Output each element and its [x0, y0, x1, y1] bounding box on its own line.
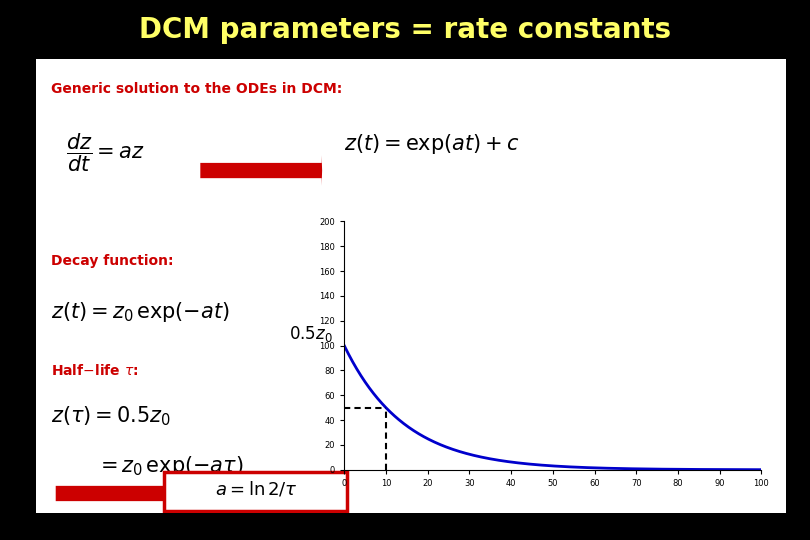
- FancyBboxPatch shape: [164, 472, 347, 511]
- Text: $\tau$: $\tau$: [379, 510, 393, 529]
- Text: $z(t) = \exp(at) + c$: $z(t) = \exp(at) + c$: [343, 132, 519, 156]
- Text: $\dfrac{dz}{dt} = az$: $\dfrac{dz}{dt} = az$: [66, 132, 145, 174]
- Text: $z(t) = z_0\,\exp(-at)$: $z(t) = z_0\,\exp(-at)$: [51, 300, 230, 324]
- Text: $z(\tau) = 0.5z_0$: $z(\tau) = 0.5z_0$: [51, 404, 172, 428]
- Text: $0.5z_0$: $0.5z_0$: [288, 324, 332, 344]
- Text: Generic solution to the ODEs in DCM:: Generic solution to the ODEs in DCM:: [51, 82, 343, 96]
- Text: $a = \ln 2 / \tau$: $a = \ln 2 / \tau$: [215, 480, 297, 499]
- Text: Decay function:: Decay function:: [51, 254, 174, 268]
- Text: Half$-$life $\tau$:: Half$-$life $\tau$:: [51, 363, 139, 379]
- Text: $= z_0\,\exp(-a\tau)$: $= z_0\,\exp(-a\tau)$: [96, 454, 244, 478]
- Text: DCM parameters = rate constants: DCM parameters = rate constants: [139, 16, 671, 44]
